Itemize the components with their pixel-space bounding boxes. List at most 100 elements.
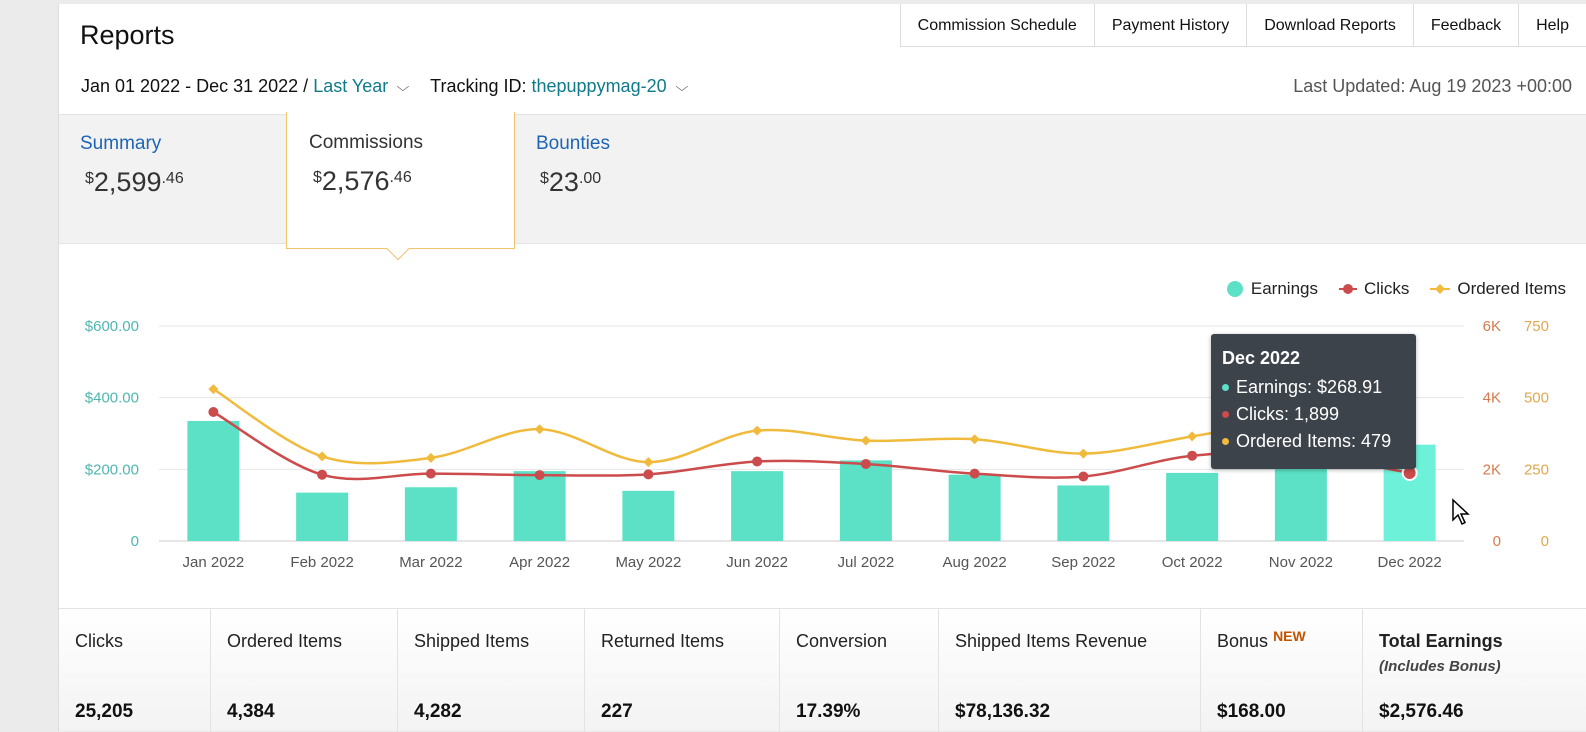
y-left-tick-label: 0: [131, 533, 139, 550]
legend-ordered-items[interactable]: Ordered Items: [1429, 279, 1566, 299]
y-right-ordered-tick-label: 500: [1524, 390, 1549, 407]
legend-clicks-label: Clicks: [1364, 279, 1410, 298]
stat-value: $78,136.32: [955, 701, 1051, 722]
stat-clicks: Clicks 25,205: [59, 609, 211, 732]
y-right-ordered-tick-label: 250: [1524, 461, 1549, 478]
bonus-label: Bonus: [1217, 631, 1269, 651]
ordered-items-point: [425, 452, 436, 463]
ordered-items-point: [208, 384, 219, 395]
amount-whole: 2,576: [321, 166, 390, 196]
y-right-ordered-tick-label: 0: [1541, 533, 1549, 550]
x-tick-label: Aug 2022: [943, 554, 1007, 571]
stat-label: Ordered Items: [227, 631, 343, 651]
date-range-dropdown[interactable]: Last Year: [313, 76, 389, 96]
tooltip-ordered-row: Ordered Items: 479: [1222, 431, 1405, 452]
tracking-id-dropdown[interactable]: thepuppymag-20: [531, 76, 667, 96]
y-right-clicks-tick-label: 0: [1493, 533, 1501, 550]
clicks-point: [643, 469, 654, 480]
ordered-items-point: [534, 424, 545, 435]
top-nav: Commission Schedule Payment History Down…: [899, 4, 1586, 47]
x-tick-label: Apr 2022: [509, 554, 570, 571]
nav-feedback[interactable]: Feedback: [1412, 4, 1518, 46]
tooltip-title: Dec 2022: [1222, 348, 1301, 368]
tracking-id-label: Tracking ID:: [430, 76, 527, 96]
chevron-down-icon[interactable]: ⌵: [396, 78, 410, 94]
stat-ordered-items: Ordered Items 4,384: [211, 609, 398, 732]
clicks-point: [208, 407, 219, 417]
y-right-ordered-tick-label: 750: [1524, 318, 1549, 335]
y-right-clicks-tick-label: 2K: [1483, 461, 1501, 478]
stat-sublabel: (Includes Bonus): [1379, 658, 1501, 675]
y-left-tick-label: $600.00: [85, 318, 139, 335]
clicks-point: [860, 458, 871, 469]
page-title: Reports: [80, 20, 175, 50]
commissions-amount: $2,576.46: [313, 166, 412, 197]
clicks-line-icon: [1339, 284, 1357, 294]
nav-download-reports[interactable]: Download Reports: [1246, 4, 1413, 46]
bounties-amount: $23.00: [540, 167, 601, 198]
ordered-items-line-icon: [1430, 284, 1451, 294]
stat-value: $2,576.46: [1379, 701, 1464, 722]
tooltip-ordered: Ordered Items: 479: [1236, 431, 1392, 451]
stat-shipped-revenue: Shipped Items Revenue $78,136.32: [939, 609, 1201, 732]
stat-returned-items: Returned Items 227: [585, 609, 780, 732]
tooltip-earnings-row: Earnings: $268.91: [1222, 377, 1405, 398]
x-tick-label: Oct 2022: [1162, 554, 1223, 571]
y-left-tick-label: $400.00: [85, 390, 139, 407]
x-tick-label: Jun 2022: [726, 554, 788, 571]
clicks-dot-icon: [1222, 411, 1229, 418]
clicks-point: [1187, 450, 1198, 461]
y-left-tick-label: $200.00: [85, 461, 139, 478]
stat-value: 4,282: [414, 701, 462, 722]
report-filters: Jan 01 2022 - Dec 31 2022 / Last Year ⌵ …: [81, 76, 708, 97]
stat-label: Shipped Items Revenue: [955, 631, 1148, 651]
earnings-bar: [1057, 485, 1110, 541]
amount-cents: .46: [389, 169, 412, 186]
ordered-items-point: [317, 451, 328, 462]
y-right-clicks-tick-label: 4K: [1483, 390, 1501, 407]
stat-value: 25,205: [75, 701, 134, 722]
legend-ordered-items-label: Ordered Items: [1457, 279, 1566, 298]
earnings-bar: [731, 471, 784, 541]
x-tick-label: Dec 2022: [1378, 554, 1442, 571]
amount-cents: .46: [161, 170, 184, 187]
legend-earnings-label: Earnings: [1250, 279, 1318, 298]
chevron-down-icon[interactable]: ⌵: [675, 78, 688, 94]
tab-commissions-label: Commissions: [309, 132, 424, 153]
ordered-items-point: [860, 435, 871, 446]
earnings-bar: [948, 474, 1001, 541]
stat-value: 4,384: [227, 701, 275, 722]
tooltip-clicks-row: Clicks: 1,899: [1222, 404, 1405, 425]
stat-label: Clicks: [75, 631, 123, 651]
nav-commission-schedule[interactable]: Commission Schedule: [899, 4, 1094, 46]
currency-symbol: $: [85, 170, 94, 187]
legend-clicks[interactable]: Clicks: [1338, 279, 1409, 299]
tab-bounties-label: Bounties: [536, 133, 610, 154]
clicks-line: [212, 410, 1410, 481]
last-updated: Last Updated: Aug 19 2023 +00:00: [1293, 76, 1572, 96]
legend-earnings[interactable]: Earnings: [1226, 279, 1318, 299]
amount-whole: 23: [548, 167, 579, 197]
currency-symbol: $: [540, 170, 549, 187]
tab-commissions[interactable]: Commissions $2,576.46: [286, 112, 515, 261]
mouse-cursor-icon: [1452, 498, 1470, 526]
ordered-items-point: [1078, 448, 1089, 459]
x-tick-label: Feb 2022: [290, 554, 353, 571]
stats-bar: Clicks 25,205 Ordered Items 4,384 Shipped …: [59, 608, 1586, 732]
nav-help[interactable]: Help: [1518, 4, 1586, 46]
tab-summary-label: Summary: [80, 133, 162, 154]
chart-legend: Earnings Clicks Ordered Items: [1207, 279, 1566, 299]
stat-value: 17.39%: [796, 701, 861, 722]
stat-shipped-items: Shipped Items 4,282: [398, 609, 585, 732]
clicks-point: [425, 468, 436, 479]
earnings-bar: [622, 490, 675, 541]
earnings-chart: 0 0 0 $200.00 2K 250 $400.00 4K 500 $600.00 6K 750 J…: [85, 318, 1549, 571]
nav-payment-history[interactable]: Payment History: [1093, 4, 1246, 46]
amount-cents: .00: [578, 170, 602, 187]
date-range-text: Jan 01 2022 - Dec 31 2022 /: [81, 76, 309, 96]
clicks-point: [317, 469, 328, 480]
earnings-bar: [839, 460, 892, 541]
currency-symbol: $: [313, 169, 322, 186]
ordered-items-line: [212, 388, 1410, 465]
earnings-bar: [1166, 472, 1219, 541]
